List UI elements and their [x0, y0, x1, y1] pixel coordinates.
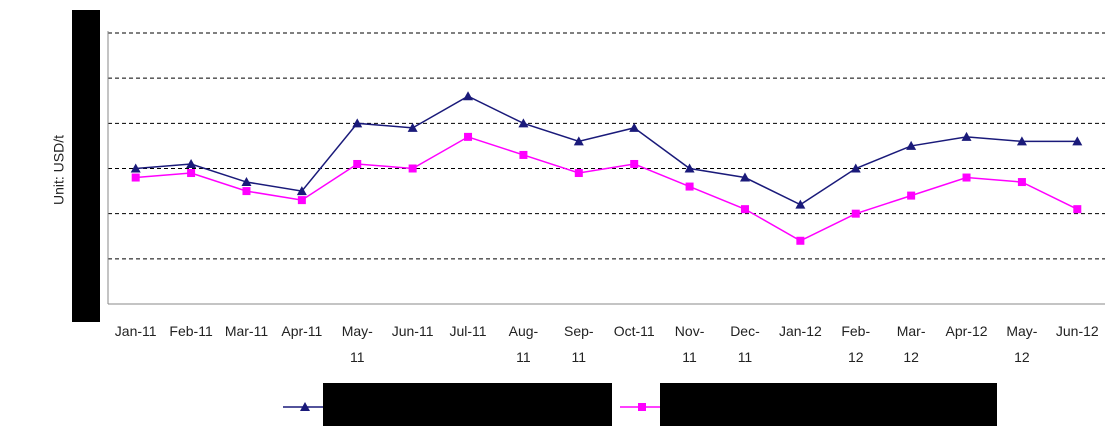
- x-tick-label: Apr-11: [281, 323, 323, 339]
- x-tick-label-box: Nov-11: [674, 323, 705, 365]
- marker: [685, 182, 694, 191]
- redaction: [72, 10, 100, 322]
- marker: [463, 91, 474, 101]
- x-tick-label-box: Jun-12: [1055, 323, 1099, 339]
- x-tick-label-box: May-12: [1006, 323, 1038, 365]
- marker: [574, 169, 583, 178]
- marker: [1016, 136, 1027, 146]
- series-line: [135, 95, 1078, 206]
- legend-marker: [300, 402, 310, 411]
- series-line: [135, 136, 1078, 242]
- x-tick-label: Jun-11: [391, 323, 434, 339]
- x-tick-label: May-11: [341, 323, 373, 365]
- x-tick-label: Dec-11: [730, 323, 760, 365]
- x-tick-label-box: Sep-11: [564, 323, 594, 365]
- x-tick-label-box: Feb-12: [841, 323, 871, 365]
- marker: [962, 173, 971, 182]
- x-tick-label-box: Jan-11: [114, 323, 157, 339]
- x-tick-label: Jul-11: [449, 323, 487, 339]
- marker: [518, 118, 529, 128]
- marker: [186, 158, 197, 168]
- x-tick-label-box: Jan-12: [778, 323, 822, 339]
- marker: [1072, 136, 1083, 146]
- marker: [407, 122, 418, 132]
- x-tick-label: Jun-12: [1055, 323, 1099, 339]
- x-tick-label-box: Mar-11: [224, 323, 269, 339]
- redaction: [323, 383, 612, 426]
- marker: [850, 163, 861, 173]
- marker: [851, 209, 860, 218]
- x-tick-label: Feb-11: [169, 323, 213, 339]
- x-tick-label: Jan-11: [114, 323, 157, 339]
- x-tick-label: Mar-11: [224, 323, 269, 339]
- marker: [352, 118, 363, 128]
- marker: [353, 159, 362, 168]
- marker: [796, 236, 805, 245]
- x-tick-label-box: Oct-11: [613, 323, 655, 339]
- marker: [187, 169, 196, 178]
- x-tick-label: Oct-11: [613, 323, 655, 339]
- x-tick-label: Apr-12: [945, 323, 988, 339]
- marker: [740, 205, 749, 214]
- redaction: [660, 383, 997, 426]
- x-tick-label: Sep-11: [564, 323, 594, 365]
- x-tick-label-box: Apr-12: [945, 323, 988, 339]
- marker: [795, 199, 806, 209]
- marker: [130, 163, 141, 173]
- x-tick-label: Jan-12: [778, 323, 822, 339]
- x-tick-label: Nov-11: [674, 323, 705, 365]
- x-tick-label-box: Dec-11: [730, 323, 760, 365]
- x-tick-label-box: Jul-11: [449, 323, 487, 339]
- marker: [739, 172, 750, 182]
- x-tick-label: Mar-12: [896, 323, 926, 365]
- marker: [629, 122, 640, 132]
- x-tick-label: Feb-12: [841, 323, 871, 365]
- x-tick-label-box: Aug-11: [508, 323, 539, 365]
- y-axis-label: Unit: USD/t: [51, 135, 67, 205]
- legend-marker: [638, 403, 646, 411]
- x-tick-label: Aug-11: [508, 323, 539, 365]
- marker: [296, 186, 307, 196]
- marker: [573, 136, 584, 146]
- x-tick-label-box: May-11: [341, 323, 373, 365]
- x-tick-label-box: Feb-11: [169, 323, 213, 339]
- marker: [907, 191, 916, 200]
- marker: [961, 131, 972, 141]
- marker: [630, 159, 639, 168]
- marker: [684, 163, 695, 173]
- x-tick-label-box: Mar-12: [896, 323, 926, 365]
- marker: [242, 187, 251, 196]
- marker: [1073, 205, 1082, 214]
- x-tick-label-box: Apr-11: [281, 323, 323, 339]
- marker: [297, 196, 306, 205]
- marker: [519, 150, 528, 159]
- marker: [906, 140, 917, 150]
- marker: [241, 177, 252, 187]
- x-tick-label: May-12: [1006, 323, 1038, 365]
- marker: [131, 173, 140, 182]
- x-tick-label-box: Jun-11: [391, 323, 434, 339]
- marker: [464, 132, 473, 141]
- marker: [1017, 178, 1026, 187]
- marker: [408, 164, 417, 173]
